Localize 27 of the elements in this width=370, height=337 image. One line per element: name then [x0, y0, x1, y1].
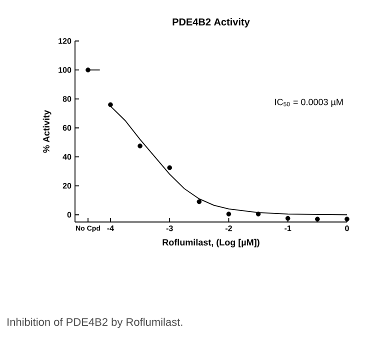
point	[344, 216, 350, 222]
x-tick-label: 0	[345, 226, 349, 232]
x-tick-label: -2	[225, 226, 232, 232]
x-tick-label: -4	[107, 226, 114, 232]
x-tick-label: -1	[284, 226, 292, 232]
point	[315, 216, 320, 222]
annotation: IC$_{50}$ = 0.0003 µM	[275, 98, 343, 107]
y-tick-label: 120	[58, 38, 72, 44]
point	[226, 212, 232, 216]
point	[108, 102, 113, 108]
y-tick-label: 40	[62, 154, 72, 160]
point	[196, 199, 202, 204]
point	[167, 165, 172, 170]
point	[138, 144, 142, 148]
y-axis-title: % Activity	[42, 110, 52, 153]
x-axis-title: Roflumilast, (Log [µM])	[162, 238, 260, 248]
y-tick-label: 80	[62, 96, 72, 102]
y-tick-label: 100	[58, 67, 72, 73]
point	[256, 212, 261, 216]
text: Inhibition of PDE4B2 by Roflumilast.	[8, 318, 182, 328]
y-tick-label: 0	[67, 212, 72, 218]
x-tick-label: -3	[166, 226, 173, 232]
y-tick-label: 60	[62, 125, 72, 131]
point	[285, 216, 290, 221]
chart-title: PDE4B2 Activity	[172, 18, 250, 28]
y-tick-label: 20	[62, 182, 72, 189]
point	[86, 68, 90, 72]
